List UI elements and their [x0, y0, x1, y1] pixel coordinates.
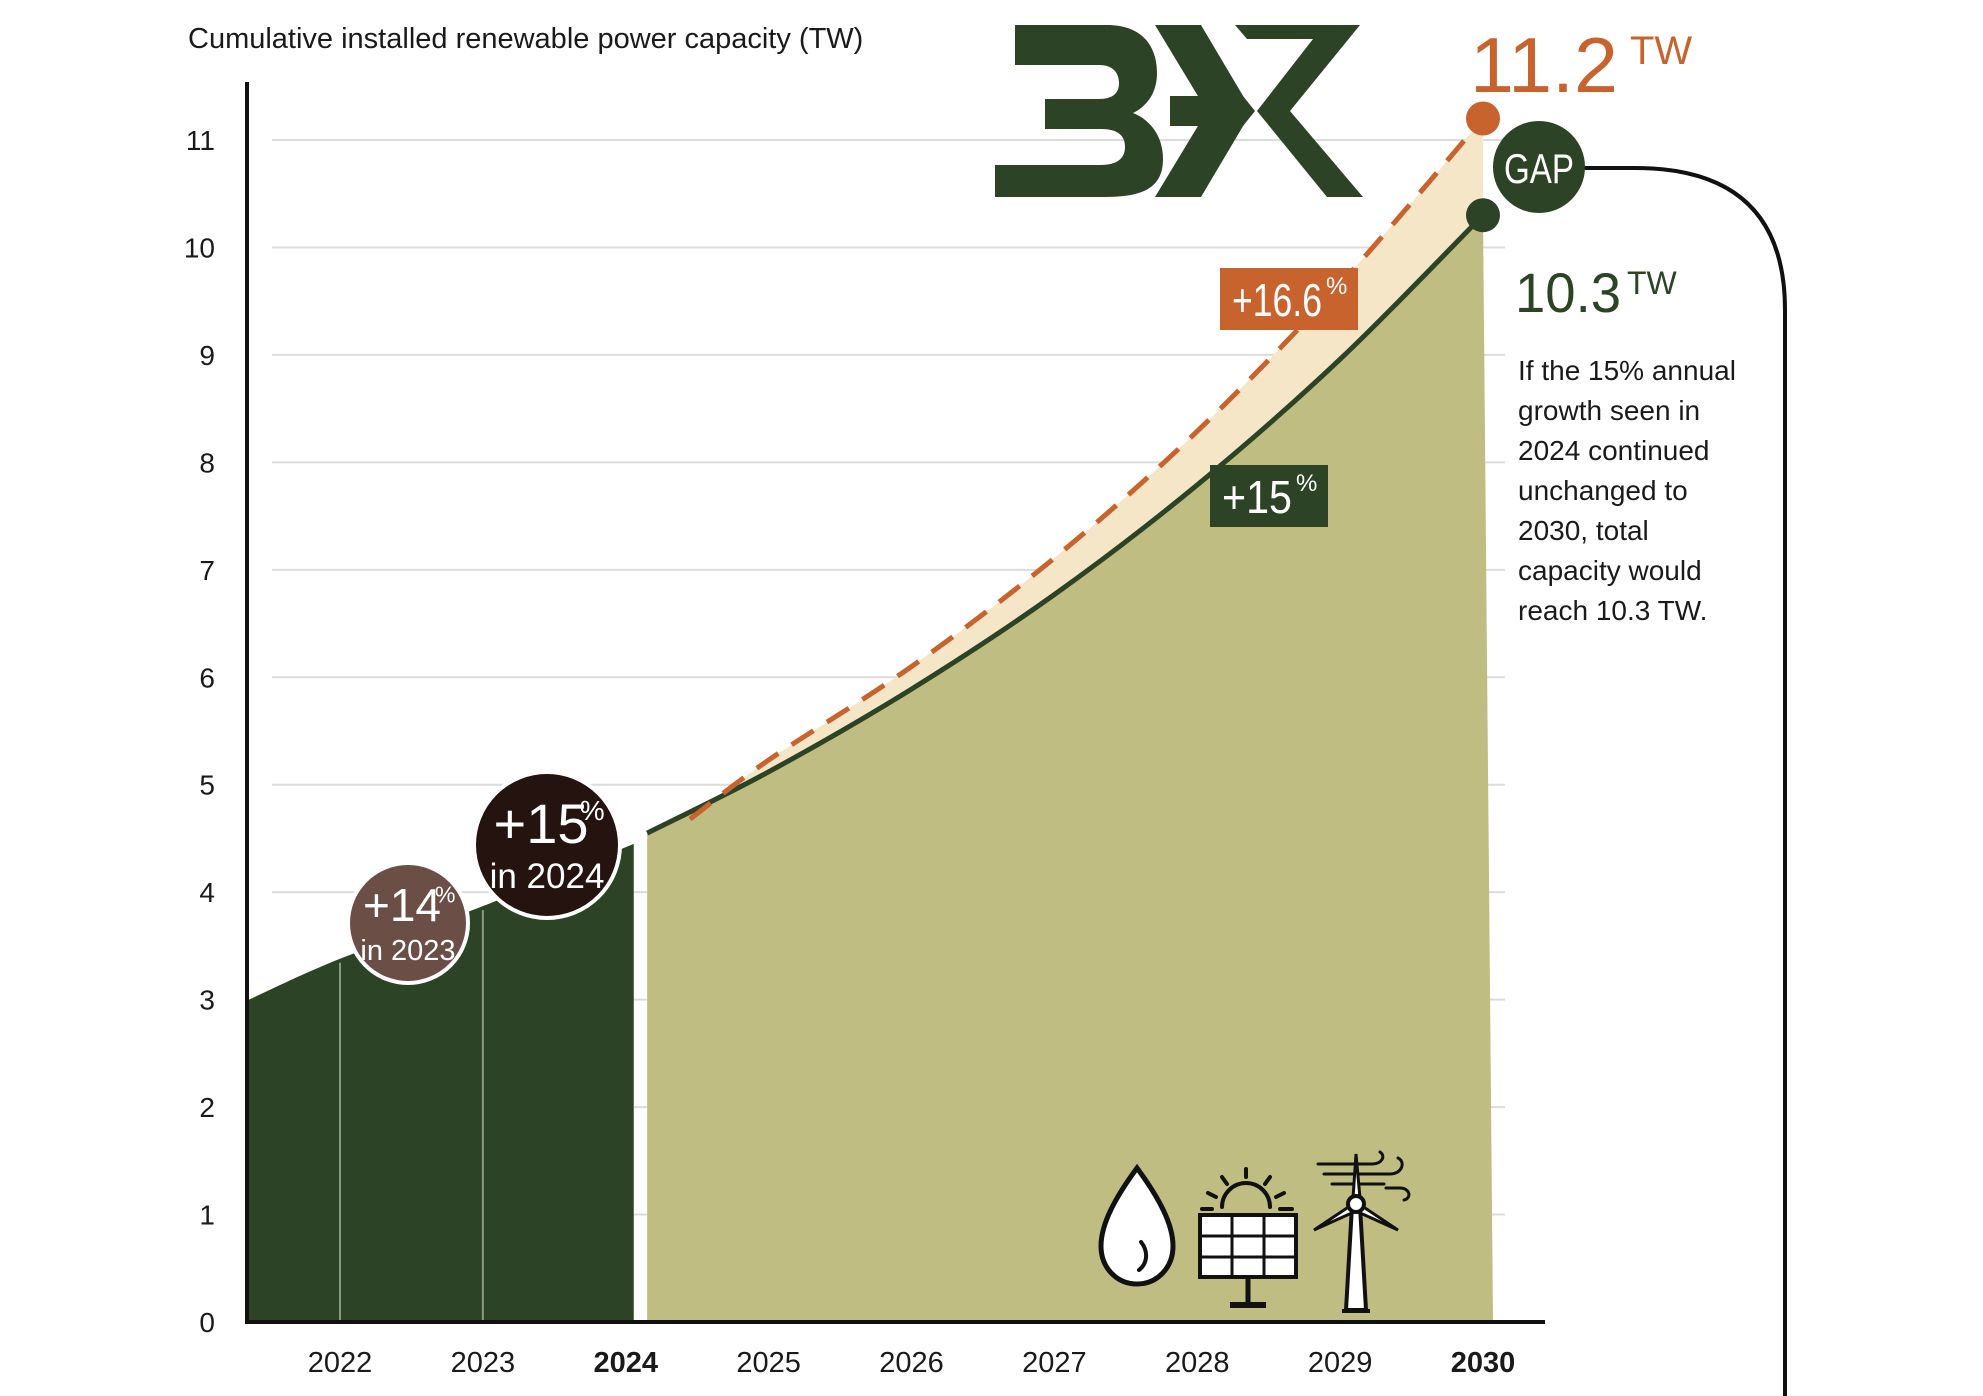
end-unit-11-2: TW — [1630, 29, 1692, 73]
y-tick-label: 10 — [184, 232, 215, 263]
y-tick-label: 11 — [186, 125, 215, 156]
note-line: 2024 continued — [1518, 435, 1710, 466]
svg-text:+14: +14 — [363, 879, 441, 931]
line-15pct — [646, 213, 1485, 836]
svg-text:+15: +15 — [494, 792, 589, 855]
end-unit-10-3: TW — [1627, 265, 1678, 301]
svg-text:+16.6: +16.6 — [1232, 274, 1322, 326]
note-line: capacity would — [1518, 555, 1702, 586]
y-tick-label: 3 — [199, 985, 215, 1016]
note-line: growth seen in — [1518, 395, 1700, 426]
x-tick-label: 2029 — [1308, 1347, 1373, 1379]
3x-digit-three — [995, 25, 1163, 197]
end-value-11-2: 11.2 — [1470, 21, 1618, 109]
svg-text:in 2023: in 2023 — [360, 935, 455, 967]
y-tick-label: 0 — [199, 1307, 215, 1338]
end-value-10-3: 10.3 — [1515, 261, 1621, 324]
y-tick-label: 2 — [199, 1092, 215, 1123]
endpoint-dot-10-3 — [1466, 198, 1500, 233]
endpoint-dot-11-2 — [1466, 101, 1500, 136]
svg-text:GAP: GAP — [1504, 145, 1574, 192]
svg-text:%: % — [580, 795, 605, 826]
3x-letter-x-right — [1235, 25, 1363, 197]
historical-area — [249, 843, 634, 1322]
gap-badge: GAP — [1493, 121, 1585, 213]
x-tick-label: 2030 — [1451, 1347, 1516, 1379]
x-tick-label: 2027 — [1022, 1347, 1087, 1379]
bubble-2024: +15% in 2024 — [472, 770, 622, 920]
note-line: unchanged to — [1518, 475, 1688, 506]
x-tick-label: 2028 — [1165, 1347, 1230, 1379]
note-line: reach 10.3 TW. — [1518, 595, 1707, 626]
y-tick-label: 4 — [199, 877, 215, 908]
solar-panel-icon — [1198, 1167, 1298, 1308]
svg-text:+15: +15 — [1222, 471, 1292, 523]
svg-text:%: % — [1296, 470, 1317, 497]
x-tick-label: 2024 — [593, 1347, 658, 1379]
x-tick-label: 2026 — [879, 1347, 944, 1379]
bubble-2023: +14% in 2023 — [346, 861, 470, 985]
3x-letter-x-bar — [1170, 96, 1255, 126]
3x-headline — [995, 25, 1363, 197]
water-drop-icon — [1098, 1163, 1176, 1287]
label-15pct: +15% — [1210, 465, 1328, 527]
x-tick-label: 2025 — [736, 1347, 801, 1379]
chart-title: Cumulative installed renewable power cap… — [188, 23, 863, 55]
x-tick-label: 2023 — [451, 1347, 516, 1379]
gap-connector — [1580, 166, 1787, 1396]
x-tick-label: 2022 — [308, 1347, 373, 1379]
y-tick-label: 6 — [199, 662, 215, 693]
wind-turbine-icon — [1313, 1150, 1411, 1313]
annotation-note: If the 15% annual growth seen in 2024 cont… — [1518, 355, 1736, 626]
svg-text:in 2024: in 2024 — [490, 857, 605, 896]
note-line: If the 15% annual — [1518, 355, 1736, 386]
y-tick-label: 1 — [199, 1200, 215, 1231]
label-16-6pct: +16.6% — [1220, 268, 1358, 330]
y-tick-label: 9 — [199, 340, 215, 371]
note-line: 2030, total — [1518, 515, 1649, 546]
y-tick-label: 5 — [199, 770, 215, 801]
y-tick-label: 7 — [199, 555, 215, 586]
y-tick-label: 8 — [199, 447, 215, 478]
svg-text:%: % — [1326, 273, 1347, 300]
axes: 0 1 2 3 4 5 6 7 8 9 10 11 2022 2023 2024 2025 2026 2027 20… — [184, 82, 1545, 1379]
svg-text:%: % — [435, 881, 456, 907]
